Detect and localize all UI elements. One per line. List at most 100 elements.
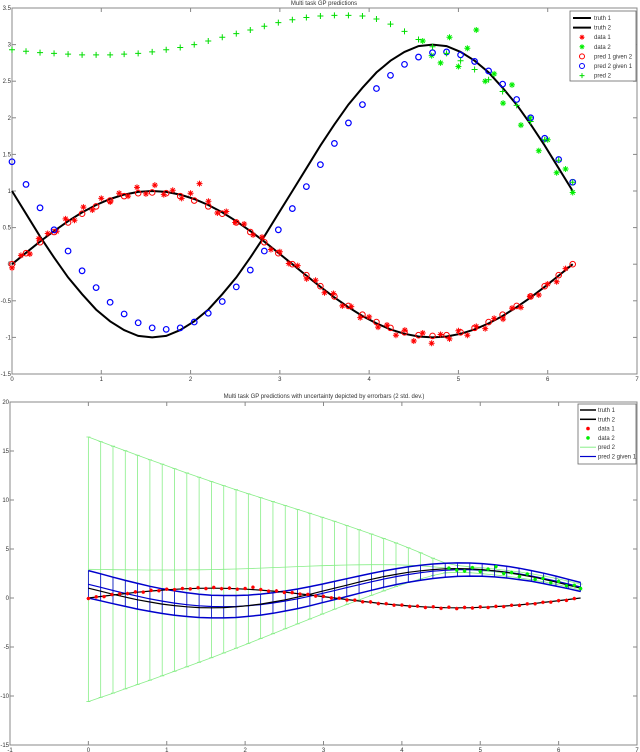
data-2-point <box>564 583 569 588</box>
legend-dot-swatch <box>586 436 590 440</box>
data-2-point <box>478 569 483 574</box>
pred-2-marker <box>387 21 394 28</box>
pred-1-given-2-marker <box>443 331 450 339</box>
pred-2-marker <box>79 51 86 58</box>
data-1-point <box>35 235 42 242</box>
pred-2-given-1-marker <box>64 247 72 255</box>
y-tick-label: -1 <box>6 335 12 341</box>
data-1-point <box>294 262 301 269</box>
data-1-point <box>454 606 459 611</box>
data-1-point <box>526 293 533 300</box>
legend-label: truth 1 <box>594 16 612 22</box>
data-1-point <box>473 323 480 330</box>
legend-label: data 1 <box>594 35 611 41</box>
pred-2-given-1-marker <box>302 183 310 191</box>
data-1-point <box>541 600 545 605</box>
pred-2-given-1-marker <box>204 309 212 317</box>
y-tick-label: 20 <box>2 400 9 406</box>
data-1-point <box>116 190 123 197</box>
data-1-point <box>282 590 287 595</box>
data-2-point <box>446 34 453 41</box>
pred-2-given-1-marker <box>148 324 156 332</box>
data-2-point <box>419 37 426 44</box>
pred-1-given-2-marker <box>359 311 366 319</box>
data-1-point <box>241 220 248 227</box>
pred-2-errorbar <box>86 436 91 702</box>
data-2-point <box>517 122 524 129</box>
truth-1-line <box>11 189 574 339</box>
pred-1-given-2-marker <box>190 197 198 204</box>
pred-2-marker <box>471 66 478 73</box>
data-1-point <box>196 180 203 187</box>
pred-1-given-2-marker <box>247 228 254 236</box>
data-1-point <box>366 313 373 320</box>
data-1-point <box>353 598 357 602</box>
data-1-point <box>400 603 404 607</box>
axes-frame <box>11 7 638 375</box>
x-tick-label: 5 <box>457 377 461 383</box>
data-1-point <box>232 219 239 226</box>
pred-1-given-2-marker <box>555 271 562 279</box>
pred-1-given-2-marker <box>148 189 156 196</box>
legend-box <box>577 403 637 465</box>
data-1-point <box>134 184 140 191</box>
data-1-point <box>211 585 216 590</box>
pred-2-given-1-marker <box>316 161 324 169</box>
data-2-point <box>509 81 515 88</box>
data-1-point <box>102 594 106 599</box>
data-1-point <box>80 204 87 211</box>
data-1-point <box>360 600 365 604</box>
pred-2-marker <box>289 16 296 23</box>
data-1-point <box>306 592 310 597</box>
x-tick-label: 1 <box>100 377 104 383</box>
data-2-point <box>525 572 530 576</box>
data-1-point <box>117 592 122 596</box>
pred-2-marker <box>359 13 366 20</box>
top-chart-title: Multi task GP predictions <box>291 1 357 7</box>
pred-1-given-2-marker <box>232 219 240 226</box>
y-tick-label: 2.5 <box>3 79 12 85</box>
y-tick-label: 1 <box>8 189 12 195</box>
pred-2-marker <box>205 37 212 44</box>
data-2-point <box>482 78 489 85</box>
pred-2-given-1-marker <box>415 53 422 61</box>
pred-1-given-2-marker <box>513 302 520 310</box>
top-axes: 0 1 2 3 4 5 6 7-1.5-1-0.500.511.522.533.5truth … <box>1 6 640 383</box>
pred-1-given-2-marker <box>527 293 534 300</box>
data-1-point <box>437 331 444 338</box>
pred-1-given-2-marker <box>401 328 408 336</box>
pred-1-given-2-marker <box>499 311 506 319</box>
data-1-point <box>357 314 364 321</box>
pred-1-given-2-marker <box>289 260 296 268</box>
pred-1-given-2-marker <box>345 302 352 310</box>
x-tick-label: 2 <box>243 748 247 752</box>
pred-1-given-2-marker <box>22 249 30 257</box>
pred-1-given-2-marker <box>471 324 478 332</box>
pred-2-marker <box>569 179 576 186</box>
legend-label: pred 2 <box>598 445 616 451</box>
data-2-point <box>562 166 569 173</box>
pred-2-marker <box>457 57 464 64</box>
data-1-point <box>491 315 498 322</box>
data-1-point <box>509 305 515 312</box>
data-1-point <box>423 605 428 610</box>
y-tick-label: 15 <box>2 449 9 455</box>
x-tick-label: 0 <box>87 748 91 752</box>
y-tick-label: -15 <box>0 743 9 749</box>
pred-2-marker <box>163 46 170 53</box>
data-1-point <box>548 600 553 604</box>
data-2-point <box>501 571 506 576</box>
data-1-point <box>243 586 247 591</box>
legend-label: data 1 <box>598 427 615 433</box>
legend-dot-swatch <box>586 426 590 431</box>
y-tick-label: -0.5 <box>1 299 12 305</box>
data-2-point <box>541 576 545 581</box>
pred-2-marker <box>499 88 506 95</box>
data-1-point <box>157 588 161 593</box>
data-1-point <box>345 598 349 602</box>
data-2-point <box>473 26 480 33</box>
data-1-point <box>71 217 78 224</box>
pred-2-given-1-marker <box>22 181 30 188</box>
pred-2-marker <box>513 102 520 109</box>
data-2-point <box>486 567 490 571</box>
